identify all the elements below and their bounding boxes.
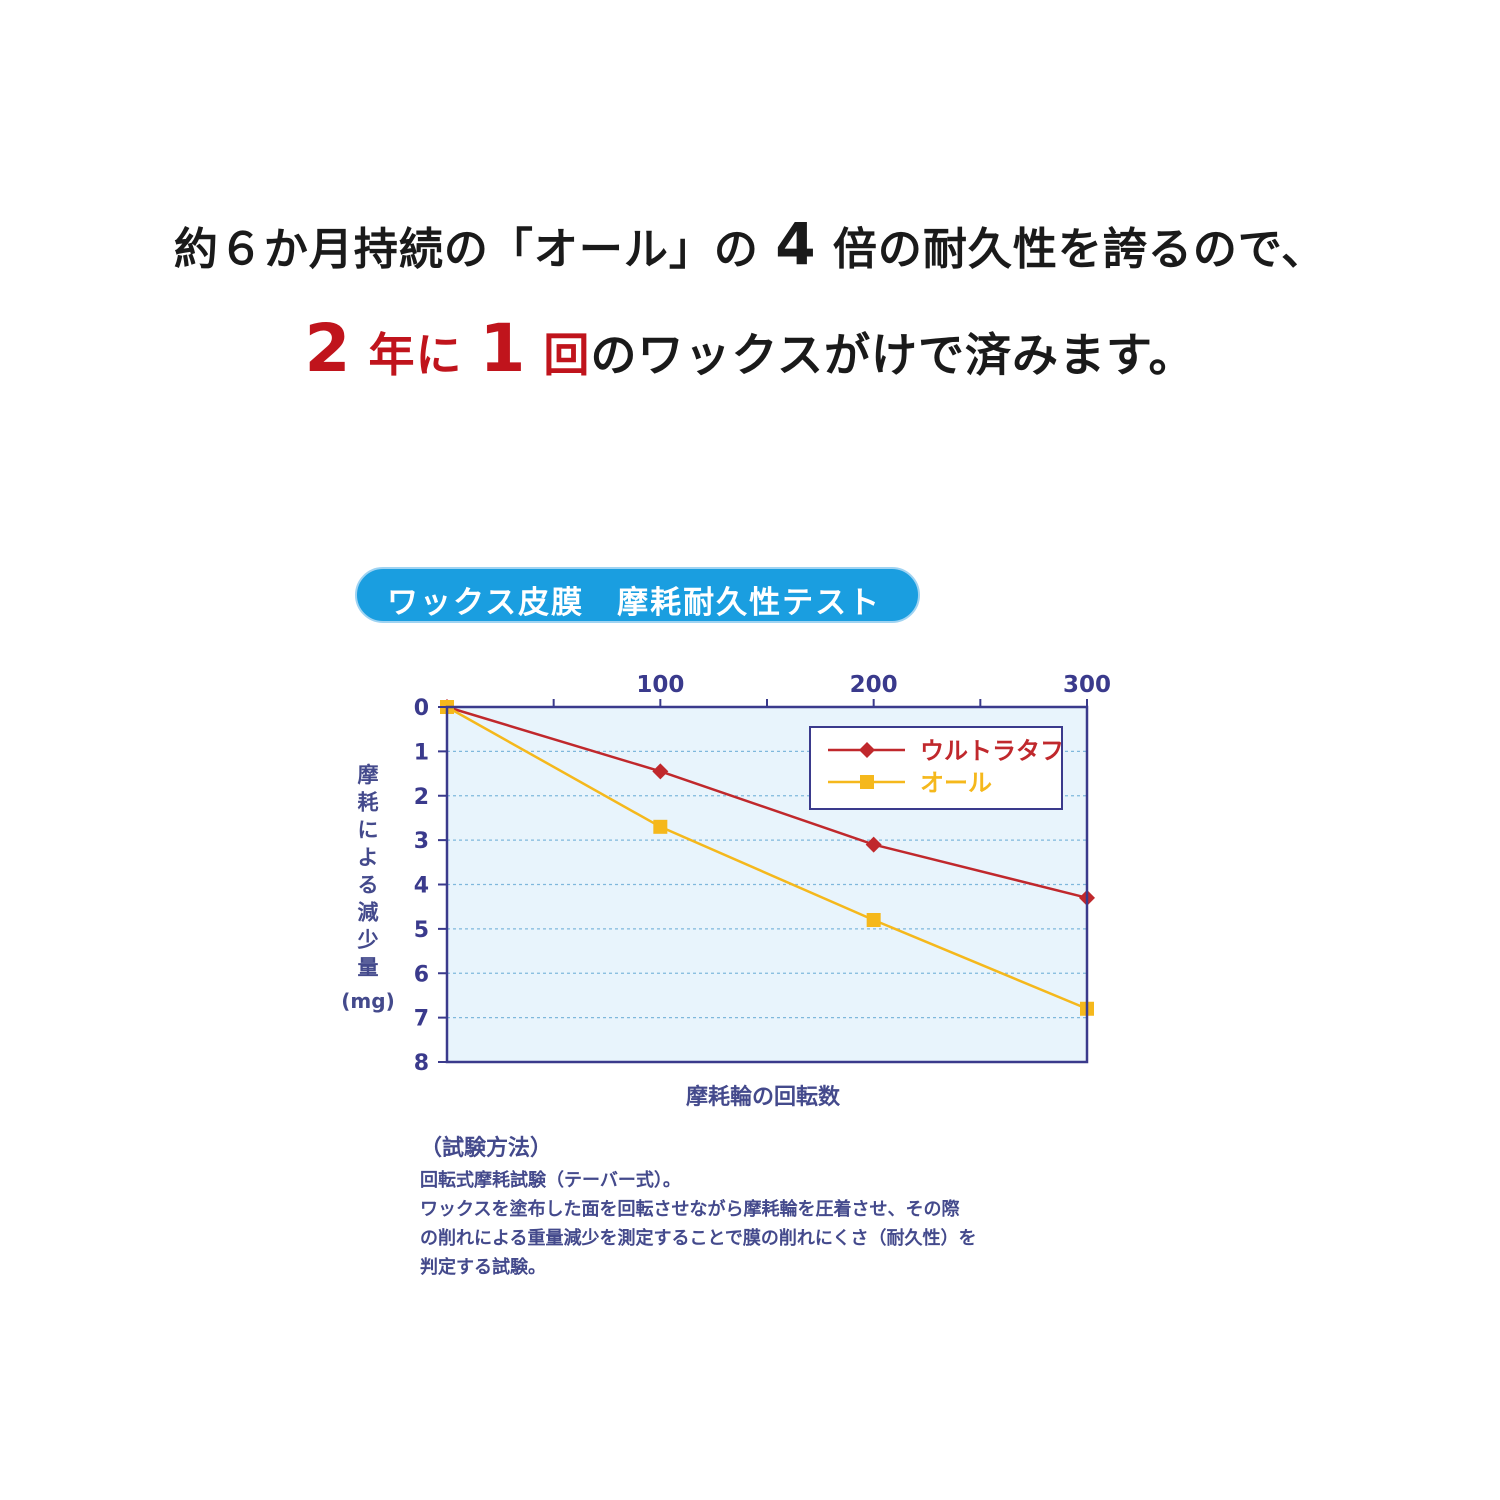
headline-number-2: 2 — [304, 310, 352, 387]
x-tick-label: 100 — [636, 672, 684, 698]
series-line-ultratough — [446, 705, 1088, 900]
y-tick-label: 2 — [414, 785, 429, 810]
y-axis-label-char: 減 — [358, 901, 379, 925]
x-tick-label: 300 — [1063, 672, 1111, 698]
method-line: 回転式摩耗試験（テーバー式）。 — [420, 1170, 681, 1191]
x-tick-label: 200 — [850, 672, 898, 698]
method-line: ワックスを塗布した面を回転させながら摩耗輪を圧着させ、その際 — [420, 1199, 960, 1220]
legend-label-ultratough: ウルトラタフ — [920, 737, 1064, 765]
data-point-ultratough — [865, 836, 882, 853]
legend-label-all: オール — [920, 769, 992, 797]
y-tick-label: 5 — [414, 918, 429, 943]
legend-marker-ultratough — [859, 742, 875, 758]
y-axis-label-char: 量 — [358, 956, 379, 980]
chart-title: ワックス皮膜 摩耗耐久性テスト — [387, 585, 882, 621]
grid-lines — [447, 750, 1087, 1019]
headline-text-2: のワックスがけで済みます。 — [590, 328, 1196, 382]
y-axis-label-char: に — [358, 818, 379, 842]
headline-text-1a: 約６か月持続の「オール」の — [173, 224, 776, 275]
legend-box — [809, 726, 1063, 810]
y-tick-label: 8 — [414, 1051, 429, 1076]
y-tick-label: 0 — [414, 696, 429, 721]
x-axis-label: 摩耗輪の回転数 — [686, 1084, 841, 1110]
headline-number-1: 1 — [479, 310, 527, 387]
data-point-all — [653, 819, 668, 834]
headline-unit-year: 年に — [351, 328, 480, 382]
y-axis-label-char: 耗 — [358, 791, 379, 815]
test-method-note: （試験方法） 回転式摩耗試験（テーバー式）。 ワックスを塗布した面を回転させなが… — [420, 1130, 1120, 1282]
y-tick-label: 4 — [414, 874, 429, 899]
headline-unit-times: 回 — [526, 328, 591, 382]
series-line-all — [446, 705, 1088, 1010]
y-axis-label-char: (mg) — [341, 989, 394, 1013]
method-heading: （試験方法） — [420, 1136, 553, 1161]
headline-number-4: 4 — [775, 210, 817, 278]
x-axis-ticks: 100 200 300 — [552, 672, 1111, 707]
chart-title-banner: ワックス皮膜 摩耗耐久性テスト — [355, 567, 920, 623]
data-point-all — [866, 913, 881, 927]
y-axis-label-char: 少 — [357, 928, 379, 952]
y-tick-label: 3 — [414, 829, 429, 854]
method-line: の削れによる重量減少を測定することで膜の削れにくさ（耐久性）を — [420, 1228, 977, 1249]
y-tick-label: 6 — [414, 962, 429, 987]
headline-line-1: 約６か月持続の「オール」の 4 倍の耐久性を誇るので、 — [0, 210, 1500, 278]
y-tick-label: 7 — [414, 1007, 429, 1032]
data-point-ultratough — [652, 763, 669, 780]
method-line: 判定する試験。 — [420, 1257, 546, 1278]
y-axis-label-char: 摩 — [358, 763, 379, 787]
y-axis-label-char: る — [358, 873, 379, 897]
headline-line-2: 2 年に 1 回のワックスがけで済みます。 — [0, 310, 1500, 387]
legend-marker-all — [860, 775, 874, 789]
y-axis-label-char: よ — [358, 846, 379, 870]
headline-text-1b: 倍の耐久性を誇るので、 — [816, 224, 1327, 275]
y-tick-label: 1 — [414, 740, 429, 765]
y-axis-ticks: 0 1 2 3 4 5 6 7 8 — [414, 696, 447, 1076]
